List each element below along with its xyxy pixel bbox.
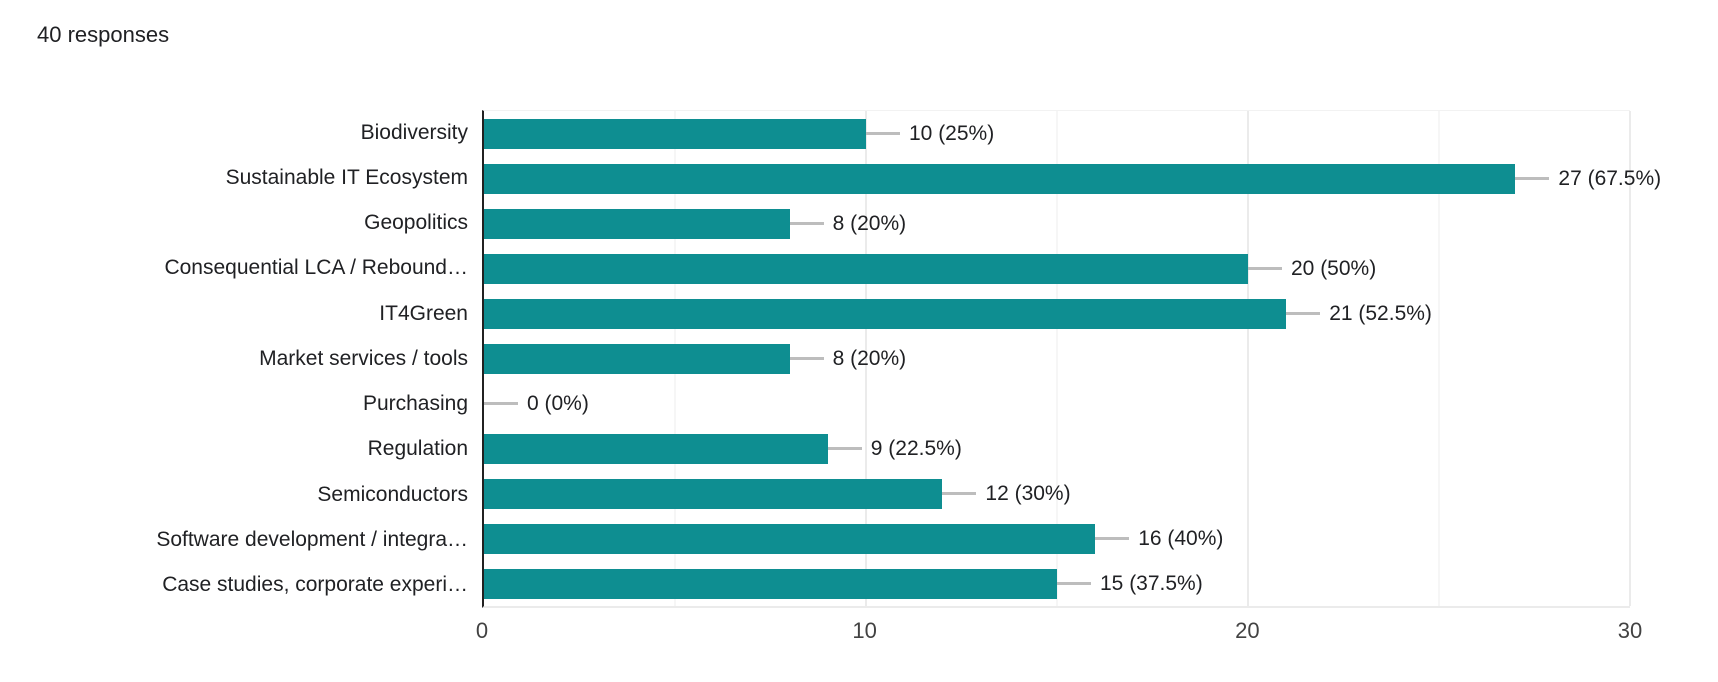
- bar-row: 9 (22.5%): [484, 426, 1630, 471]
- value-label: 10 (25%): [909, 121, 995, 145]
- bar: [484, 298, 1287, 329]
- category-label: Sustainable IT Ecosystem: [225, 165, 468, 189]
- x-axis-tick-label: 20: [1235, 618, 1260, 643]
- bar: [484, 163, 1516, 194]
- bar: [484, 568, 1057, 599]
- bar-row: 27 (67.5%): [484, 156, 1661, 201]
- bar: [484, 253, 1248, 284]
- callout-line: [789, 357, 824, 360]
- category-label: Semiconductors: [317, 482, 468, 506]
- x-axis: 0 10 20 30: [476, 618, 1642, 650]
- value-label: 8 (20%): [832, 346, 907, 370]
- bar: [484, 208, 790, 239]
- category-label: Purchasing: [362, 392, 468, 416]
- value-label: 8 (20%): [832, 211, 907, 235]
- callout-line: [827, 447, 862, 450]
- callout-line: [1057, 582, 1091, 585]
- callout-line: [1248, 267, 1282, 270]
- callout-line: [1515, 177, 1550, 180]
- major-gridline: [1247, 111, 1249, 606]
- x-axis-tick-label: 30: [1617, 618, 1643, 643]
- bar-row: 16 (40%): [484, 516, 1630, 561]
- callout-line: [1095, 537, 1130, 540]
- value-label: 21 (52.5%): [1329, 301, 1432, 325]
- callout-line: [942, 492, 977, 495]
- category-label: Regulation: [367, 437, 468, 461]
- value-label: 27 (67.5%): [1558, 166, 1662, 190]
- value-label: 0 (0%): [527, 391, 589, 415]
- x-axis-tick-label: 10: [852, 618, 877, 643]
- bar-row: 12 (30%): [484, 471, 1630, 516]
- bar-row: 0 (0%): [484, 381, 1630, 426]
- category-label: Consequential LCA / Rebound…: [164, 256, 468, 280]
- value-label: 20 (50%): [1291, 256, 1377, 280]
- bar: [484, 433, 828, 464]
- x-axis-tick-label: 0: [475, 618, 489, 643]
- callout-line: [1286, 312, 1321, 315]
- category-label: Software development / integra…: [156, 528, 468, 552]
- bar-rows: 10 (25%) 27 (67.5%) 8 (20%) 20 (50%) 21 (52.…: [484, 111, 1661, 606]
- bar-row: 21 (52.5%): [484, 291, 1630, 336]
- bar-row: 15 (37.5%): [484, 561, 1630, 606]
- bar: [484, 343, 790, 374]
- value-label: 12 (30%): [985, 481, 1071, 505]
- value-label: 15 (37.5%): [1100, 571, 1203, 595]
- bar: [484, 523, 1096, 554]
- category-labels-column: Biodiversity Sustainable IT Ecosystem Geop…: [0, 110, 475, 608]
- bar-row: 8 (20%): [484, 201, 1630, 246]
- callout-line: [484, 402, 518, 405]
- bar-row: 20 (50%): [484, 246, 1630, 291]
- value-label: 9 (22.5%): [870, 436, 962, 460]
- category-label: Biodiversity: [360, 120, 468, 144]
- major-gridline: [1629, 111, 1631, 606]
- category-label: IT4Green: [379, 301, 468, 325]
- bar: [484, 118, 866, 149]
- bar-row: 10 (25%): [484, 111, 1630, 156]
- category-label: Geopolitics: [364, 211, 468, 235]
- callout-line: [789, 222, 824, 225]
- minor-gridline: [1438, 111, 1440, 606]
- callout-line: [866, 132, 900, 135]
- responses-count: 40 responses: [37, 22, 170, 47]
- major-gridline: [865, 111, 867, 606]
- category-label: Market services / tools: [259, 346, 468, 370]
- minor-gridline: [1056, 111, 1058, 606]
- plot-area: 10 (25%) 27 (67.5%) 8 (20%) 20 (50%) 21 (52.…: [482, 110, 1661, 608]
- bar-row: 8 (20%): [484, 336, 1630, 381]
- value-label: 16 (40%): [1138, 526, 1224, 550]
- bar: [484, 478, 943, 509]
- category-label: Case studies, corporate experi…: [162, 573, 468, 597]
